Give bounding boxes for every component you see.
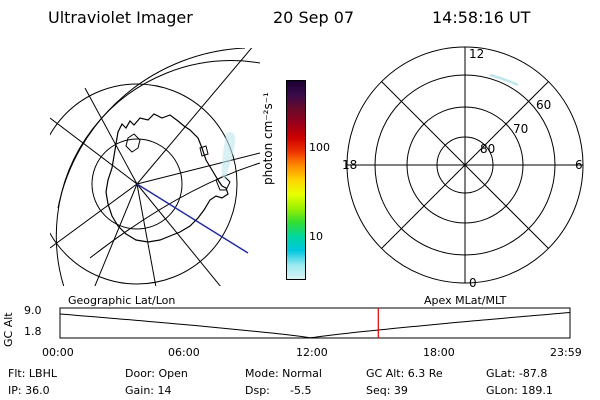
dsp-label: Dsp: [245, 384, 270, 397]
aurora-patch [221, 131, 236, 182]
dsp-value: -5.5 [290, 384, 312, 397]
time-tick-2359: 23:59 [550, 346, 582, 359]
mlt-18: 18 [342, 158, 357, 172]
antarctica-coastline [105, 113, 229, 243]
meridian-7 [94, 183, 138, 286]
colorbar-tick-100: 100 [309, 141, 330, 154]
latitude-arc-1 [55, 60, 260, 286]
seq-info: Seq: 39 [366, 384, 408, 397]
mlt-0: 0 [469, 276, 477, 290]
time-label: 14:58:16 UT [432, 8, 531, 27]
meridian-1 [50, 117, 138, 185]
geographic-map [50, 48, 260, 286]
time-tick-1800: 18:00 [423, 346, 455, 359]
time-tick-1200: 12:00 [296, 346, 328, 359]
gc-altitude-curve [59, 312, 571, 339]
geographic-caption: Geographic Lat/Lon [68, 294, 176, 307]
meridian-4 [136, 152, 260, 185]
ip-info: IP: 36.0 [8, 384, 50, 397]
glon-info: GLon: 189.1 [486, 384, 553, 397]
filter-info: Flt: LBHL [8, 367, 57, 380]
instrument-title: Ultraviolet Imager [48, 8, 193, 27]
meridian-2 [84, 87, 138, 185]
time-tick-0000: 00:00 [42, 346, 74, 359]
gc-alt-axis-label: GC Alt [2, 312, 15, 347]
door-info: Door: Open [125, 367, 188, 380]
apex-caption: Apex MLat/MLT [424, 294, 507, 307]
mlat-60: 60 [536, 98, 551, 112]
mlt-12: 12 [469, 47, 484, 61]
meridian-5 [136, 183, 221, 286]
latitude-arc-3 [89, 162, 260, 259]
gain-info: Gain: 14 [125, 384, 172, 397]
aurora-streak [489, 73, 519, 87]
peninsula-detail [125, 133, 141, 153]
date-label: 20 Sep 07 [273, 8, 355, 27]
coast-detail-2 [199, 145, 209, 157]
orbit-track [136, 183, 249, 254]
latitude-circle-outer [50, 83, 238, 285]
latitude-circle-inner [91, 138, 183, 230]
meridian-6 [136, 183, 157, 286]
glat-info: GLat: -87.8 [486, 367, 548, 380]
colorbar-unit-label: photon cm⁻²s⁻¹ [261, 92, 275, 185]
timeline-frame [59, 307, 571, 339]
gc-alt-info: GC Alt: 6.3 Re [366, 367, 443, 380]
time-tick-0600: 06:00 [168, 346, 200, 359]
mode-info: Mode: Normal [245, 367, 322, 380]
latitude-arc-2 [57, 48, 246, 209]
magnetic-polar-plot: 12 18 6 0 60 70 80 [342, 46, 584, 290]
meridian-3 [136, 48, 253, 185]
mlat-80: 80 [480, 142, 495, 156]
mlt-6: 6 [575, 158, 583, 172]
meridian-8 [50, 183, 138, 249]
colorbar [286, 80, 306, 280]
gc-alt-ymax: 9.0 [24, 304, 42, 317]
colorbar-tick-10: 10 [309, 230, 323, 243]
mlt-axis-diag-2 [381, 81, 549, 249]
mlat-70: 70 [513, 122, 528, 136]
gc-alt-ymin: 1.8 [24, 325, 42, 338]
gc-altitude-timeline [59, 307, 571, 339]
